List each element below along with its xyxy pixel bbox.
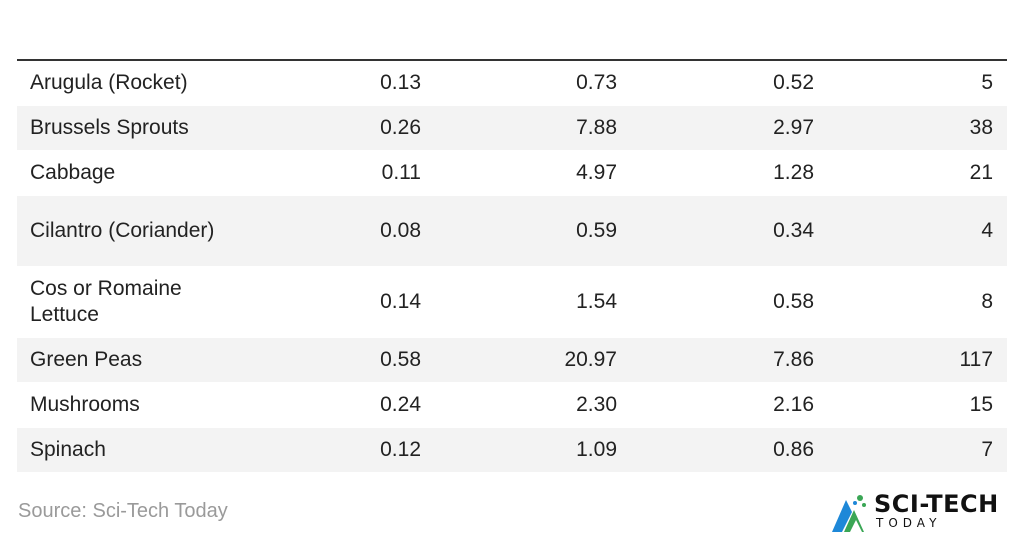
cell-value: 1.28 [617,150,814,196]
table-row: Cabbage 0.11 4.97 1.28 21 [17,150,1007,196]
row-name: Cabbage [17,150,220,196]
sci-tech-logo[interactable]: SCI-TECH TODAY [830,490,1010,534]
cell-value: 0.73 [421,61,617,106]
cell-value: 0.14 [220,266,421,338]
cell-value: 7.86 [617,337,814,383]
cell-value: 4 [814,195,1007,267]
table-row: Arugula (Rocket) 0.13 0.73 0.52 5 [17,61,1007,106]
table-row: Brussels Sprouts 0.26 7.88 2.97 38 [17,105,1007,151]
cell-value: 5 [814,61,1007,106]
cell-value: 8 [814,266,1007,338]
data-table: Arugula (Rocket) 0.13 0.73 0.52 5 Brusse… [17,59,1007,473]
cell-value: 0.34 [617,195,814,267]
cell-value: 7 [814,427,1007,473]
cell-value: 0.58 [617,266,814,338]
row-name: Spinach [17,427,220,473]
cell-value: 7.88 [421,105,617,151]
row-name: Green Peas [17,337,220,383]
cell-value: 0.26 [220,105,421,151]
row-name: Cos or Romaine Lettuce [17,266,220,338]
logo-mark-icon [832,495,866,532]
cell-value: 0.86 [617,427,814,473]
cell-value: 15 [814,382,1007,428]
table-row: Mushrooms 0.24 2.30 2.16 15 [17,382,1007,428]
cell-value: 0.12 [220,427,421,473]
cell-value: 2.16 [617,382,814,428]
cell-value: 1.54 [421,266,617,338]
cell-value: 1.09 [421,427,617,473]
logo-wordmark: SCI-TECH [874,490,999,518]
cell-value: 0.59 [421,195,617,267]
cell-value: 4.97 [421,150,617,196]
row-name: Cilantro (Coriander) [17,195,220,267]
cell-value: 20.97 [421,337,617,383]
source-note: Source: Sci-Tech Today [18,500,228,522]
table-row: Spinach 0.12 1.09 0.86 7 [17,427,1007,473]
logo-subtitle: TODAY [876,516,942,530]
cell-value: 0.13 [220,61,421,106]
cell-value: 0.52 [617,61,814,106]
cell-value: 117 [814,337,1007,383]
table-body: Arugula (Rocket) 0.13 0.73 0.52 5 Brusse… [17,61,1007,473]
cell-value: 38 [814,105,1007,151]
row-name: Mushrooms [17,382,220,428]
cell-value: 2.30 [421,382,617,428]
cell-value: 2.97 [617,105,814,151]
cell-value: 21 [814,150,1007,196]
row-name: Arugula (Rocket) [17,61,220,106]
table-row: Green Peas 0.58 20.97 7.86 117 [17,337,1007,383]
table-row: Cilantro (Coriander) 0.08 0.59 0.34 4 [17,195,1007,267]
cell-value: 0.58 [220,337,421,383]
cell-value: 0.11 [220,150,421,196]
row-name: Brussels Sprouts [17,105,220,151]
cell-value: 0.24 [220,382,421,428]
cell-value: 0.08 [220,195,421,267]
table-row: Cos or Romaine Lettuce 0.14 1.54 0.58 8 [17,266,1007,338]
